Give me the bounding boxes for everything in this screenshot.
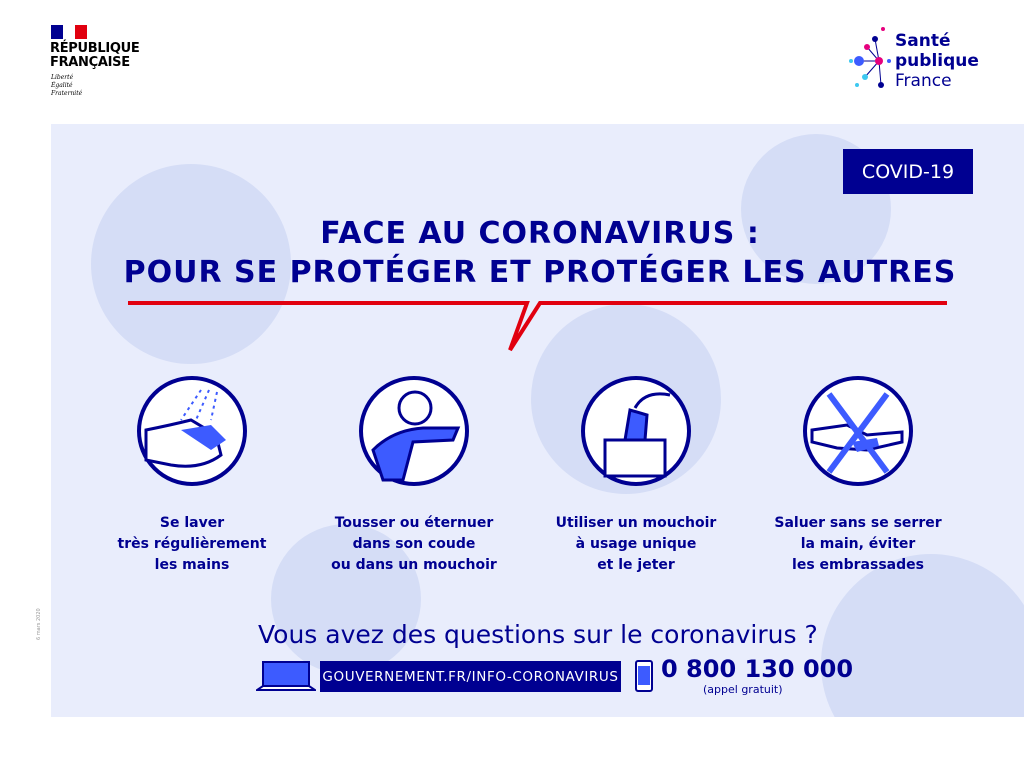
virus-background-icon <box>271 524 421 674</box>
republique-francaise-logo: RÉPUBLIQUE FRANÇAISE <box>50 42 140 70</box>
logo-line: Santé <box>895 31 951 51</box>
network-dots-icon <box>849 27 891 88</box>
tissue-box-icon <box>581 376 691 486</box>
caption-line: très régulièrement <box>117 536 267 552</box>
covid-badge: COVID-19 <box>843 149 973 194</box>
hand-washing-icon <box>137 376 247 486</box>
french-flag-icon <box>51 25 87 39</box>
logo-line: FRANÇAISE <box>50 55 130 70</box>
logo-line: France <box>895 71 952 91</box>
cough-in-elbow-icon <box>359 376 469 486</box>
phone-number[interactable]: 0 800 130 000 <box>661 655 854 683</box>
gesture-caption: Se laver très régulièrement les mains <box>92 513 292 576</box>
caption-line: et le jeter <box>597 557 675 573</box>
info-url-link[interactable]: GOUVERNEMENT.FR/INFO-CORONAVIRUS <box>320 661 621 692</box>
gesture-caption: Saluer sans se serrer la main, éviter les … <box>758 513 958 576</box>
gesture-caption: Tousser ou éternuer dans son coude ou dans… <box>314 513 514 576</box>
motto-line: Liberté <box>51 74 74 81</box>
caption-line: Se laver <box>159 515 225 531</box>
virus-background-icon <box>821 554 1024 717</box>
motto-line: Égalité <box>51 82 73 89</box>
caption-line: les embrassades <box>792 557 924 573</box>
virus-background-icon <box>91 164 291 364</box>
caption-line: les mains <box>154 557 230 573</box>
phone-note: (appel gratuit) <box>703 683 783 696</box>
title-line-2: POUR SE PROTÉGER ET PROTÉGER LES AUTRES <box>123 255 957 290</box>
caption-line: la main, éviter <box>800 536 916 552</box>
reference-text: 6 mars 2020 <box>36 608 42 640</box>
speech-bubble-underline <box>128 301 947 352</box>
laptop-icon <box>256 661 316 691</box>
no-handshake-icon <box>803 376 913 486</box>
motto-line: Fraternité <box>51 90 83 97</box>
title-line-1: FACE AU CORONAVIRUS : <box>320 216 760 251</box>
logo-line: RÉPUBLIQUE <box>50 41 140 56</box>
logo-line: publique <box>895 51 979 71</box>
caption-line: Utiliser un mouchoir <box>555 515 717 531</box>
caption-line: Saluer sans se serrer <box>774 515 942 531</box>
question-text: Vous avez des questions sur le coronavir… <box>258 620 818 649</box>
gesture-caption: Utiliser un mouchoir à usage unique et le … <box>536 513 736 576</box>
caption-line: Tousser ou éternuer <box>334 515 494 531</box>
phone-icon <box>635 660 653 692</box>
motto: Liberté Égalité Fraternité <box>51 74 82 98</box>
caption-line: à usage unique <box>575 536 697 552</box>
sante-publique-france-logo: Santé publique France <box>845 25 979 97</box>
caption-line: ou dans un mouchoir <box>331 557 497 573</box>
caption-line: dans son coude <box>352 536 476 552</box>
